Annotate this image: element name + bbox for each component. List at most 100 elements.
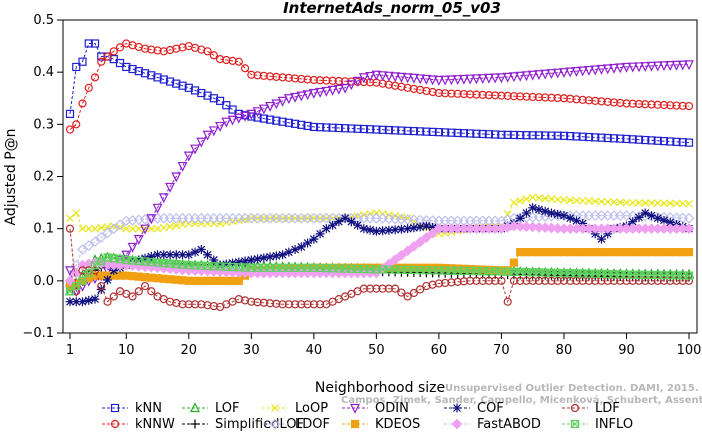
data-point-cof [521,208,531,218]
data-point-loop [603,197,612,206]
data-point-knn [441,128,450,137]
legend-label-ldf: LDF [595,401,620,416]
data-point-loop [597,197,606,206]
data-point-ldf [366,284,375,293]
data-point-ldf [522,276,531,285]
data-point-odin [308,88,319,99]
data-point-knnw [416,85,425,95]
data-point-odin [327,85,338,96]
data-point-ldof [95,232,107,243]
data-point-knn [159,75,168,84]
data-point-knn [434,128,443,137]
data-point-odin [346,80,357,91]
data-point-odin [477,74,488,85]
data-point-knnw [359,77,368,87]
data-point-ldf [203,301,212,310]
data-point-knnw [309,75,318,85]
data-point-cof [371,226,381,236]
data-point-fastabod [396,249,407,261]
data-point-ldof [683,212,695,224]
data-point-cof [334,217,344,227]
data-point-knn [140,69,150,78]
y-tick-label: 0.2 [33,170,54,185]
data-point-ldf [184,300,193,309]
data-point-cof [296,242,306,252]
data-point-knnw [684,101,694,111]
data-point-cof [240,256,250,266]
data-point-ldf [628,276,637,285]
data-point-cof [271,251,281,261]
data-point-loop [666,199,675,208]
data-point-knn [165,77,175,86]
data-point-loop [66,214,74,223]
data-point-odin [277,96,288,107]
data-point-knn [559,131,569,140]
data-point-loop [566,196,575,205]
data-point-odin [340,83,351,94]
data-point-cof [346,217,356,227]
data-point-odin [202,130,213,141]
data-point-odin [390,72,401,83]
series-line-odin [69,63,690,293]
data-point-knn [553,131,562,140]
series-knnw [65,39,694,134]
data-point-cof [415,222,425,232]
data-point-knn [72,62,81,72]
data-point-cof [146,251,156,261]
data-point-odin [640,62,651,73]
data-point-knn [397,126,406,135]
data-point-odin [627,62,638,73]
legend-label-lof: LOF [215,401,240,416]
y-tick-label: −0.1 [22,326,54,341]
data-point-cof [246,255,256,265]
data-point-ldf [553,276,562,285]
data-point-ldf [178,300,187,309]
legend-item-ldof: LDOF [262,417,330,432]
data-point-ldf [103,297,112,306]
data-point-knnw [447,89,456,98]
data-point-loop [522,195,531,204]
data-point-knn [678,138,687,147]
data-point-ldof [89,236,101,248]
legend-item-fastabod: FastABOD [444,417,541,432]
data-point-cof [196,245,206,255]
data-point-ldf [684,276,694,285]
series-odin [65,60,694,298]
data-point-knnw [547,93,556,102]
data-point-ldof [114,219,126,231]
legend-label-inflo: INFLO [595,417,633,432]
data-point-fastabod [427,227,438,239]
legend-marker-simplifiedlof [190,419,200,429]
data-point-knnw [591,96,600,105]
data-point-knn [203,91,212,100]
data-point-cof [215,260,225,270]
data-point-ldf [509,276,519,285]
series-line-knnw [69,42,690,130]
data-point-odin [671,60,682,71]
data-point-ldf [72,287,81,296]
data-point-ldf [516,276,525,285]
data-point-odin [577,66,588,77]
data-point-knnw [222,55,231,65]
data-point-ldf [484,276,494,285]
data-point-knnw [572,95,581,104]
data-point-kdeos [684,248,694,257]
legend-label-ldof: LDOF [295,417,330,432]
data-point-cof [640,208,650,218]
x-tick-label: 70 [493,343,510,358]
data-point-knnw [628,99,637,108]
data-point-knn [497,130,506,139]
legend-label-cof: COF [477,401,504,416]
data-point-ldf [134,287,143,296]
data-point-cof [259,253,269,263]
data-point-cof [71,297,81,307]
data-point-knn [97,52,106,61]
data-point-knnw [103,52,112,61]
data-point-loop [159,223,168,232]
data-point-loop [641,198,650,207]
data-point-odin [240,111,251,122]
data-point-knn [478,129,487,139]
data-point-odin [521,71,532,82]
data-point-knn [378,125,387,134]
data-point-knnw [534,93,544,102]
